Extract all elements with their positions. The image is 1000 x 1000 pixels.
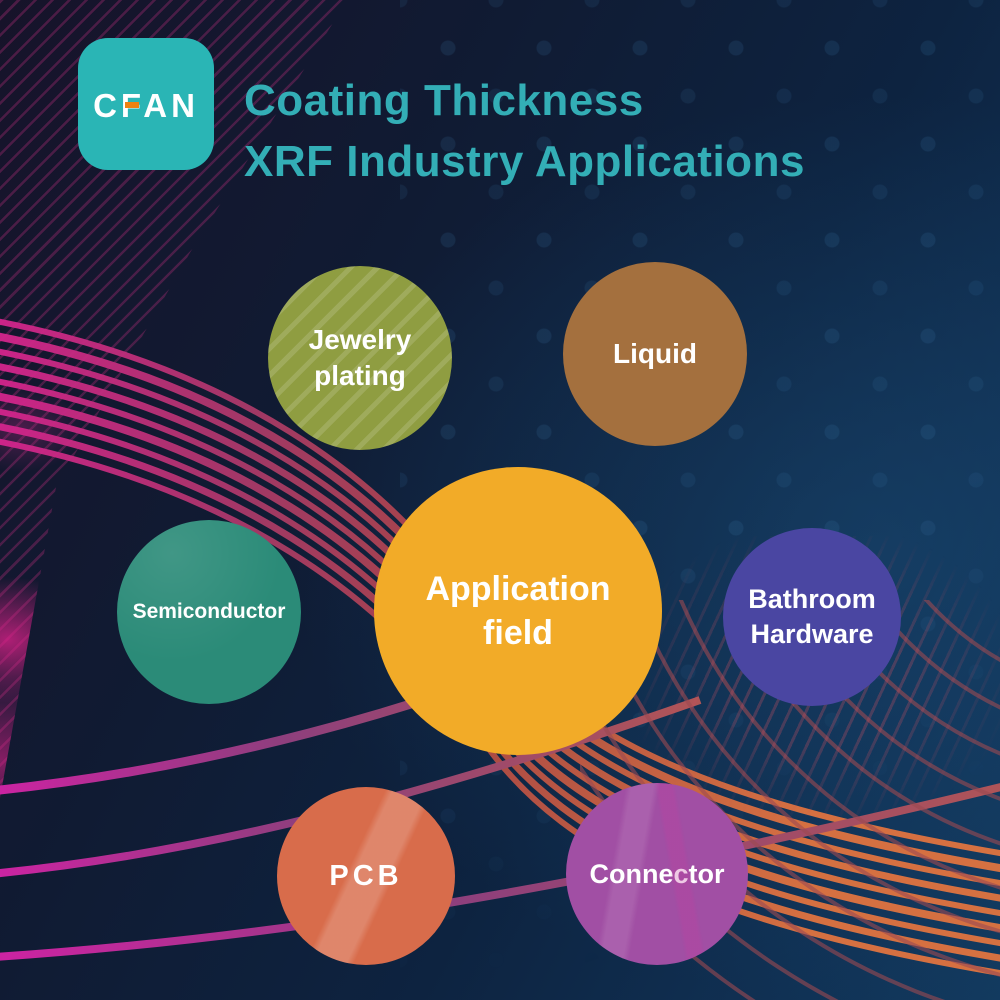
cfan-logo-text: CFAN — [93, 87, 199, 125]
node-semiconductor: Semiconductor — [117, 520, 301, 704]
page-title-line2: XRF Industry Applications — [244, 137, 805, 186]
node-label: Bathroom Hardware — [748, 584, 876, 649]
node-label: Connector — [589, 858, 725, 889]
cfan-logo: CFAN — [78, 38, 214, 170]
page-title-line1: Coating Thickness — [244, 76, 644, 125]
node-label: Jewelry plating — [308, 324, 412, 391]
node-label: PCB — [329, 859, 403, 892]
node-application-field: Application field — [374, 467, 662, 755]
node-jewelry-plating: Jewelry plating — [268, 266, 452, 450]
cfan-logo-label: CFAN — [93, 87, 199, 124]
node-label: Semiconductor — [132, 600, 286, 623]
node-label: Application field — [425, 570, 611, 652]
node-pcb: PCB — [277, 787, 455, 965]
node-bathroom-hardware: Bathroom Hardware — [723, 528, 901, 706]
cfan-logo-orange-dash — [125, 102, 140, 108]
node-label: Liquid — [613, 338, 697, 369]
node-connector: Connector — [566, 783, 748, 965]
page-title: Coating Thickness XRF Industry Applicati… — [244, 70, 805, 192]
node-liquid: Liquid — [563, 262, 747, 446]
